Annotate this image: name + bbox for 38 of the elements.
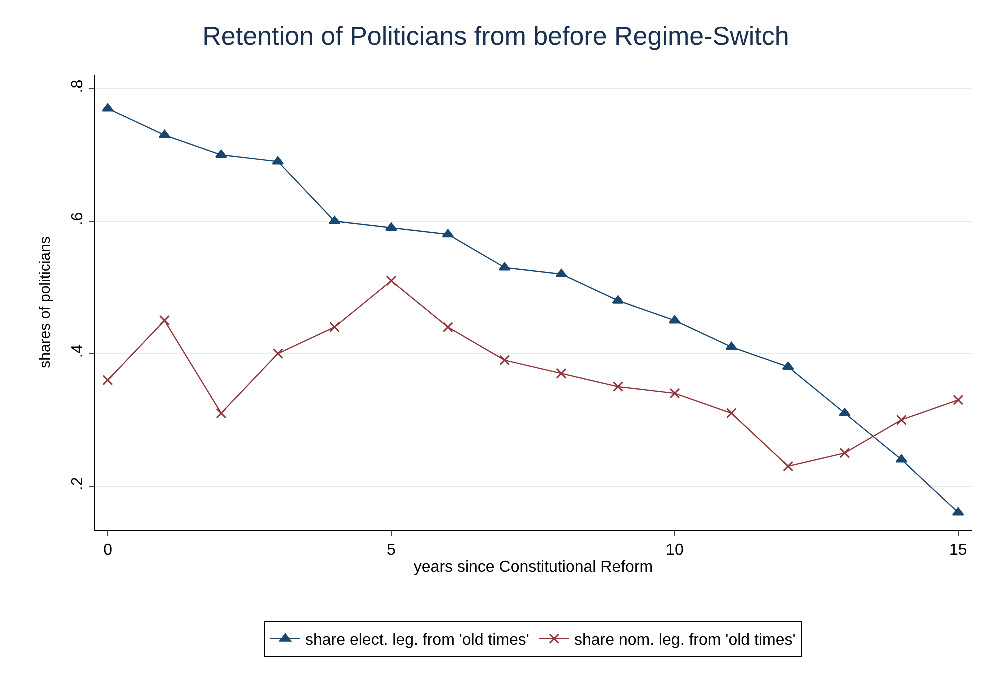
point (442, 229, 454, 238)
y-tick-label: .6 (70, 212, 87, 226)
y-axis-title: shares of politicians (36, 236, 54, 368)
point (215, 150, 228, 158)
point (726, 342, 738, 350)
point (670, 388, 680, 399)
point (613, 382, 624, 392)
y-tick-label: .8 (70, 80, 87, 94)
point (386, 276, 397, 286)
chart-title: Retention of Politicians from before Regime-Switch (202, 21, 790, 52)
point (953, 394, 964, 406)
point (726, 408, 737, 419)
point (840, 448, 850, 458)
point (498, 262, 511, 271)
point (330, 322, 340, 333)
legend-label: share nom. leg. from 'old times' (574, 632, 796, 650)
x-axis-title: years since Constitutional Reform (414, 558, 654, 576)
point (556, 368, 567, 379)
point (500, 355, 510, 366)
x-tick-label: 10 (666, 542, 684, 560)
point (159, 315, 170, 326)
point (216, 408, 227, 419)
point (839, 408, 851, 416)
point (442, 322, 454, 333)
point (896, 414, 907, 426)
point (782, 362, 794, 370)
x-tick-label: 5 (387, 542, 396, 560)
point (102, 104, 114, 112)
point (102, 375, 114, 386)
point (668, 315, 681, 324)
point (386, 222, 398, 231)
x-tick-label: 0 (104, 542, 113, 560)
legend-label: share elect. leg. from 'old times' (306, 632, 530, 650)
y-tick-label: .4 (70, 344, 87, 358)
point (272, 348, 284, 360)
point (783, 461, 794, 472)
y-tick-label: .2 (70, 477, 87, 491)
x-tick-label: 15 (949, 542, 968, 560)
